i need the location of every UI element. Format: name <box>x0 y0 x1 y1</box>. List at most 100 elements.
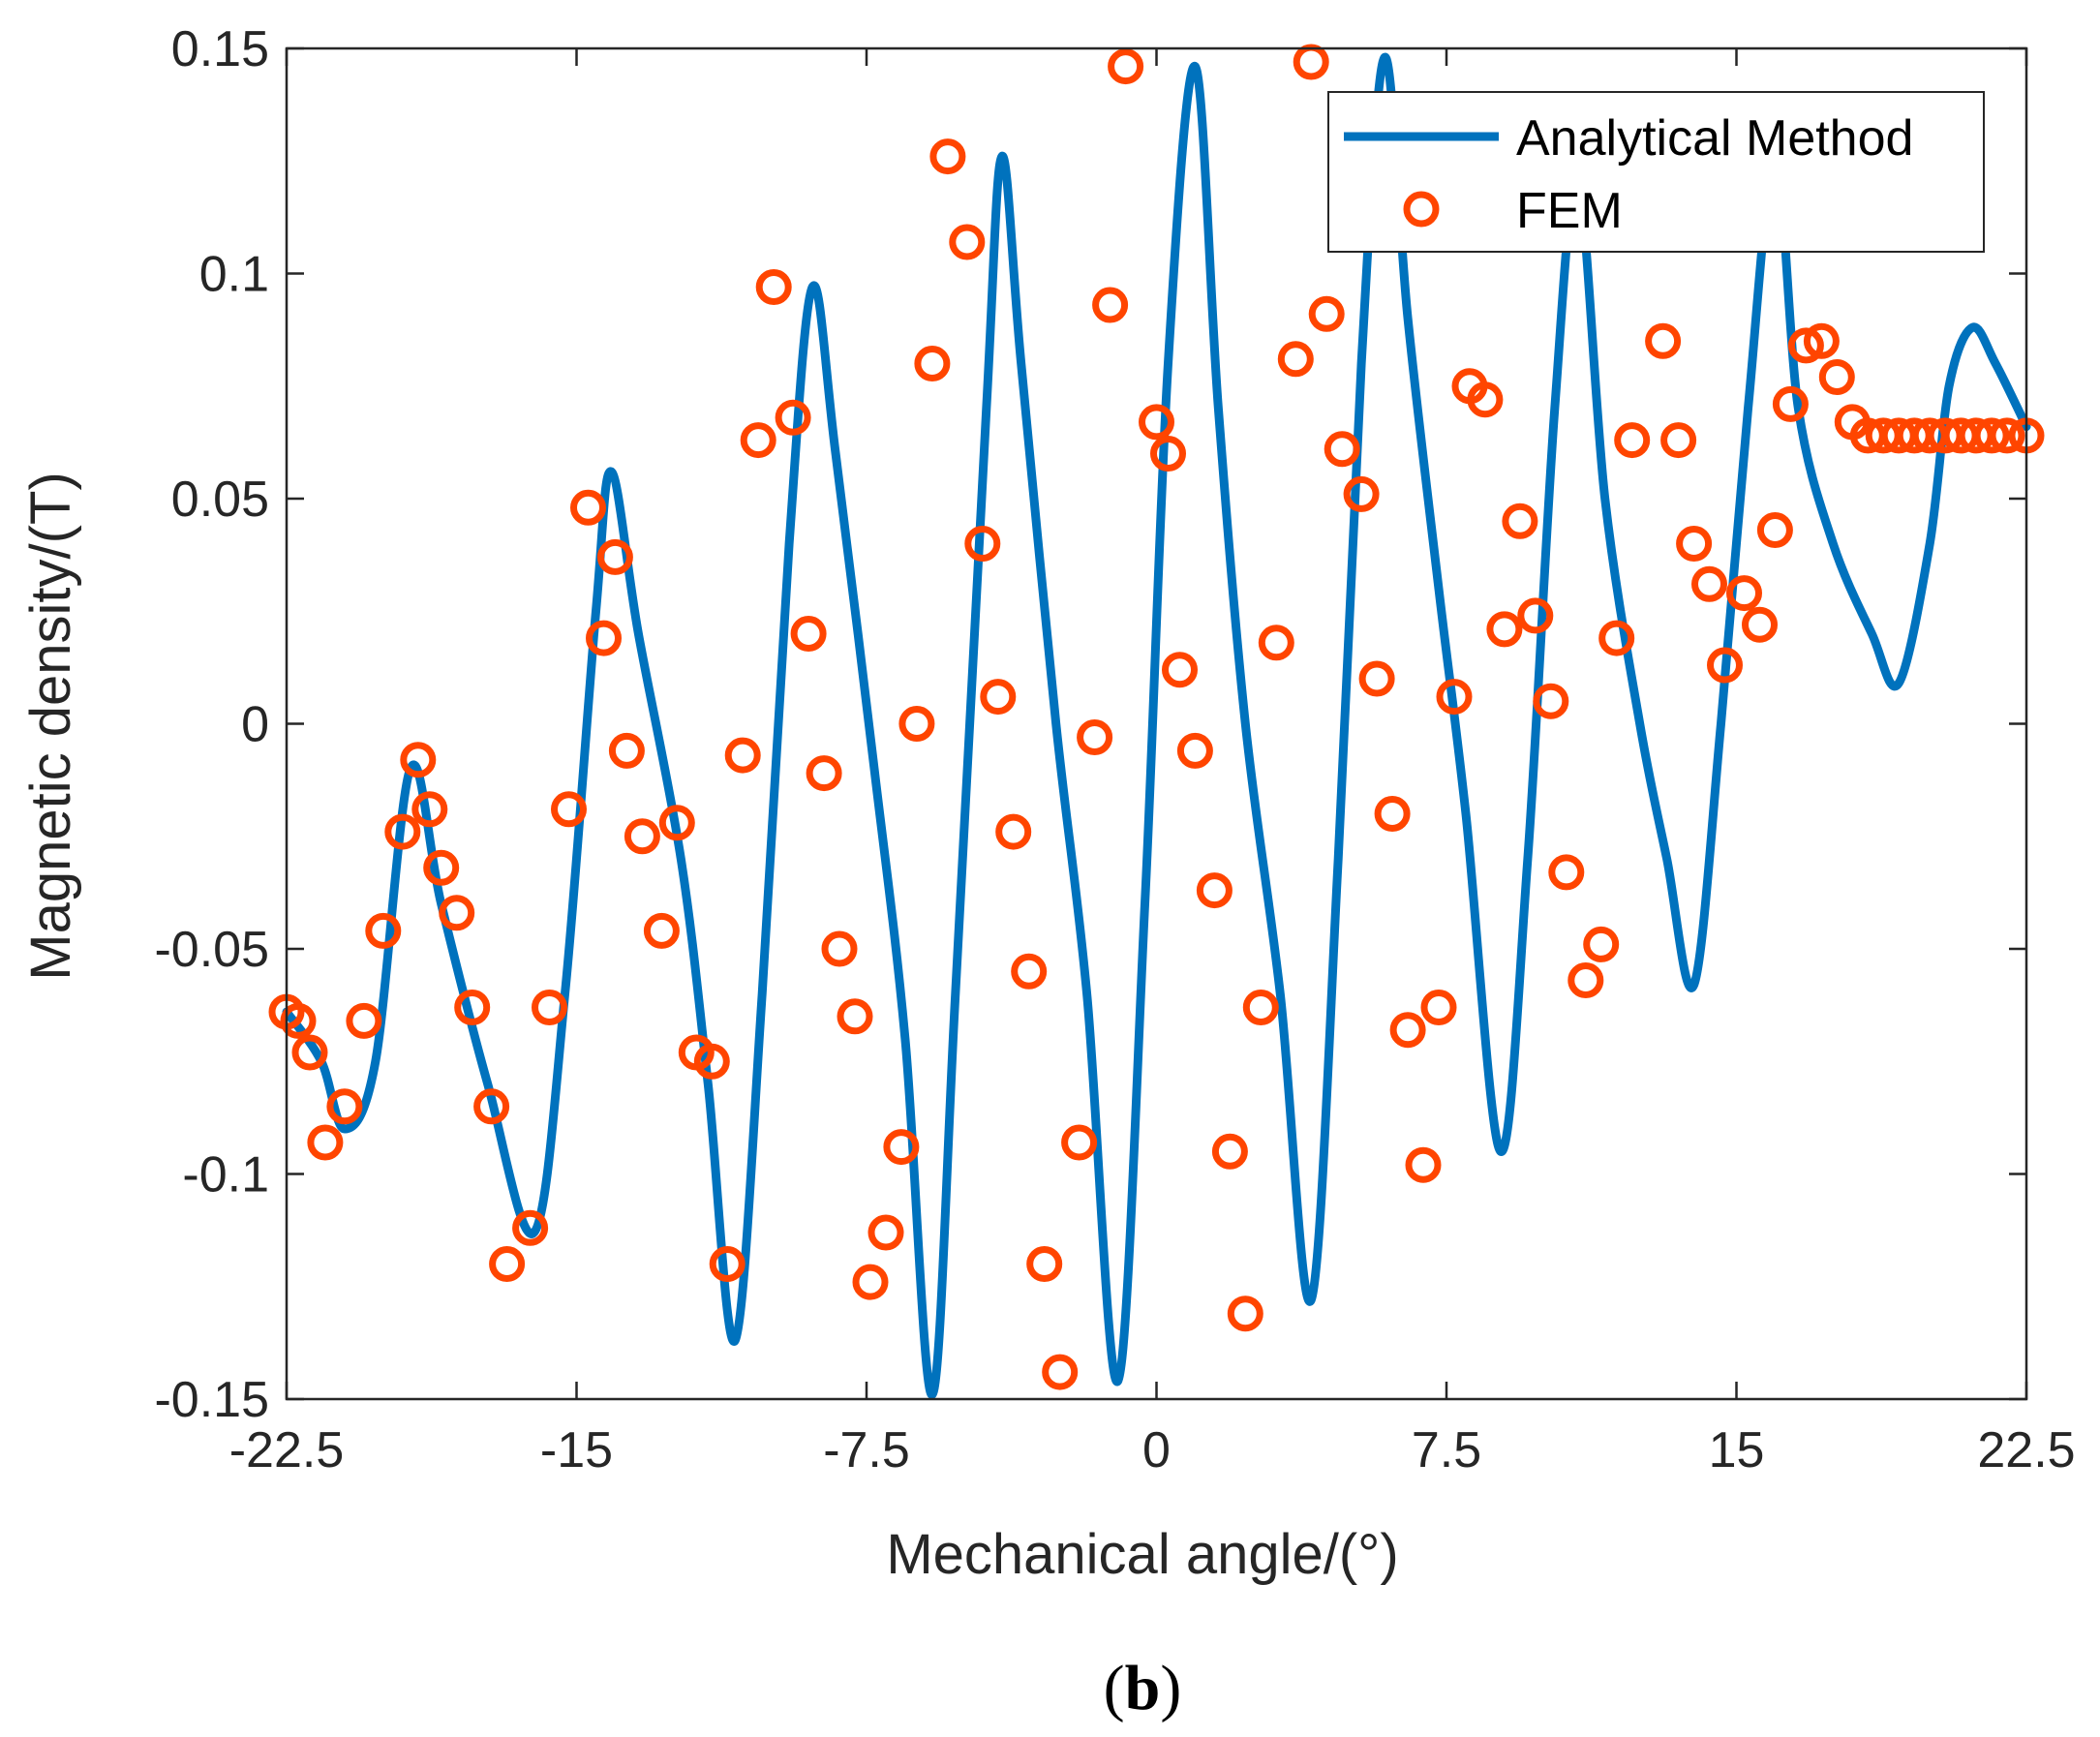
x-tick-label: 22.5 <box>1977 1422 2075 1478</box>
fem-point <box>608 732 645 769</box>
fem-point <box>454 990 491 1025</box>
fem-point <box>1707 647 1743 684</box>
fem-point <box>995 813 1032 850</box>
legend-box <box>1327 91 1985 253</box>
fem-point <box>1660 422 1697 459</box>
fem-point <box>473 1088 510 1125</box>
fem-point <box>1533 683 1569 719</box>
fem-point <box>596 538 633 575</box>
fem-marker-layer <box>268 44 2045 1390</box>
fem-point <box>867 1214 904 1251</box>
y-tick-label: -0.1 <box>182 1147 269 1204</box>
y-tick-label: -0.15 <box>154 1372 269 1428</box>
y-tick-label: 0.05 <box>171 472 269 528</box>
fem-point <box>291 1034 328 1071</box>
fem-point <box>740 422 776 459</box>
fem-point <box>1389 1012 1426 1049</box>
legend-marker-fem <box>1403 191 1440 228</box>
y-tick-label: 0.15 <box>171 21 269 77</box>
x-tick-label: 15 <box>1709 1422 1765 1478</box>
fem-point <box>775 399 811 436</box>
x-tick-label: -15 <box>540 1422 613 1478</box>
fem-point <box>570 489 606 526</box>
fem-point <box>709 1246 746 1282</box>
fem-point <box>1277 341 1314 378</box>
fem-point <box>1077 719 1113 755</box>
fem-point <box>1691 565 1727 602</box>
fem-point <box>1358 660 1395 697</box>
fem-point <box>949 224 986 260</box>
fem-point <box>1467 381 1504 418</box>
x-tick-label: -22.5 <box>229 1422 345 1478</box>
fem-point <box>883 1129 920 1166</box>
fem-point <box>411 791 448 828</box>
fem-point <box>1989 417 2025 454</box>
fem-point <box>365 912 402 949</box>
fem-point <box>1548 854 1585 891</box>
fem-point <box>1614 422 1651 459</box>
fem-point <box>423 849 460 886</box>
x-tick-label: 7.5 <box>1412 1422 1481 1478</box>
analytical-curve-layer <box>282 52 2031 1399</box>
y-tick-label: -0.05 <box>154 922 269 978</box>
fem-point <box>1092 287 1129 323</box>
fem-point <box>384 813 421 850</box>
fem-point <box>1139 404 1174 441</box>
fem-point <box>898 706 935 742</box>
fem-point <box>1405 1146 1442 1183</box>
y-tick-label: 0.1 <box>199 247 269 303</box>
fem-point <box>624 818 660 855</box>
fem-point <box>852 1264 889 1300</box>
fem-point <box>1211 1133 1248 1170</box>
fem-point <box>1517 597 1554 634</box>
fem-point <box>1150 436 1186 472</box>
fem-point <box>790 616 827 652</box>
fem-point <box>1343 475 1380 512</box>
fem-point <box>929 138 966 175</box>
fem-point <box>1676 526 1713 562</box>
fem-point <box>693 1043 730 1080</box>
fem-point <box>1026 1246 1063 1282</box>
legend-label-fem: FEM <box>1516 183 1623 239</box>
fem-point <box>1162 652 1198 688</box>
x-tick-label: 0 <box>1142 1422 1171 1478</box>
fem-point <box>821 930 858 967</box>
fem-point <box>400 742 437 778</box>
fem-point <box>1196 872 1233 909</box>
fem-point <box>1436 679 1473 716</box>
legend-label-analytical: Analytical Method <box>1516 110 1913 167</box>
fem-point <box>1973 417 2010 454</box>
fem-point <box>1502 503 1538 539</box>
caption-letter: b <box>1125 1653 1161 1723</box>
fem-point <box>1803 322 1840 359</box>
fem-point <box>586 620 622 656</box>
fem-point <box>964 526 1001 562</box>
fem-point <box>1598 620 1635 656</box>
y-axis-title: Magnetic density/(T) <box>19 472 82 980</box>
fem-point <box>1061 1124 1098 1161</box>
fem-point <box>1042 1354 1079 1390</box>
fem-point <box>1772 385 1809 422</box>
fem-point <box>346 1002 382 1039</box>
fem-point <box>1567 962 1604 998</box>
figure-caption: (b) <box>1104 1653 1182 1723</box>
fem-point <box>512 1209 549 1246</box>
caption-suffix: ) <box>1160 1653 1181 1723</box>
fem-point <box>1742 606 1778 643</box>
fem-point <box>1374 796 1411 832</box>
fem-point <box>489 1246 526 1282</box>
fem-point <box>1108 48 1144 85</box>
fem-point <box>1324 431 1360 468</box>
analytical-method-line <box>282 52 2031 1399</box>
legend: Analytical Method FEM <box>1327 91 1985 253</box>
fem-point <box>1420 990 1457 1025</box>
y-tick-label: 0 <box>241 697 269 753</box>
fem-point <box>755 269 792 305</box>
fem-point <box>1756 512 1793 548</box>
fem-point <box>1308 295 1345 332</box>
x-axis-title: Mechanical angle/(°) <box>886 1523 1398 1586</box>
fem-point <box>643 912 680 949</box>
fem-point <box>551 791 587 828</box>
fem-point <box>1583 926 1620 962</box>
